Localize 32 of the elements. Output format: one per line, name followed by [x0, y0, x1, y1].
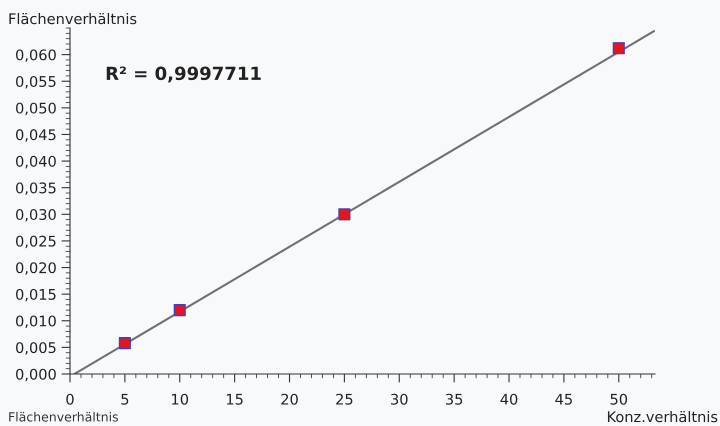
- x-tick-label: 50: [610, 394, 628, 405]
- x-tick-label: 35: [446, 394, 462, 405]
- x-tick-label: 40: [500, 394, 518, 405]
- point: [118, 337, 131, 350]
- y-tick-label: 0,040: [16, 156, 56, 168]
- x-tick-label: 15: [226, 394, 243, 405]
- y-tick-label: 0,030: [16, 209, 56, 222]
- y-axis-title: Flächenverhältnis: [9, 12, 136, 24]
- y-tick-label: 0,060: [16, 49, 56, 62]
- y-tick-label: 0,055: [16, 76, 56, 88]
- x-tick-label: 5: [121, 394, 128, 405]
- text: Flächenverhältnis: [9, 412, 118, 422]
- x-tick-label: 45: [555, 394, 572, 405]
- y-tick-label: 0,015: [16, 288, 56, 302]
- annotation: R² = 0,9997711: [106, 66, 261, 82]
- y-tick-label: 0,000: [16, 368, 56, 382]
- point: [338, 208, 350, 220]
- x-tick-label: 20: [281, 394, 298, 405]
- point: [612, 42, 625, 54]
- x-tick-label: 0: [66, 394, 74, 405]
- x-tick-label: 30: [391, 394, 408, 405]
- x-axis-title: Konz.verhältnis: [608, 410, 718, 422]
- x-tick-label: 25: [336, 394, 352, 405]
- y-tick-label: 0,035: [16, 182, 56, 195]
- y-tick-label: 0,045: [16, 129, 56, 142]
- y-tick-label: 0,005: [16, 342, 56, 355]
- y-tick-label: 0,020: [16, 262, 56, 275]
- y-tick-label: 0,010: [16, 315, 56, 328]
- y-tick-label: 0,025: [16, 236, 56, 248]
- y-tick-label: 0,050: [16, 102, 56, 116]
- x-tick-label: 10: [172, 394, 188, 405]
- point: [174, 304, 186, 316]
